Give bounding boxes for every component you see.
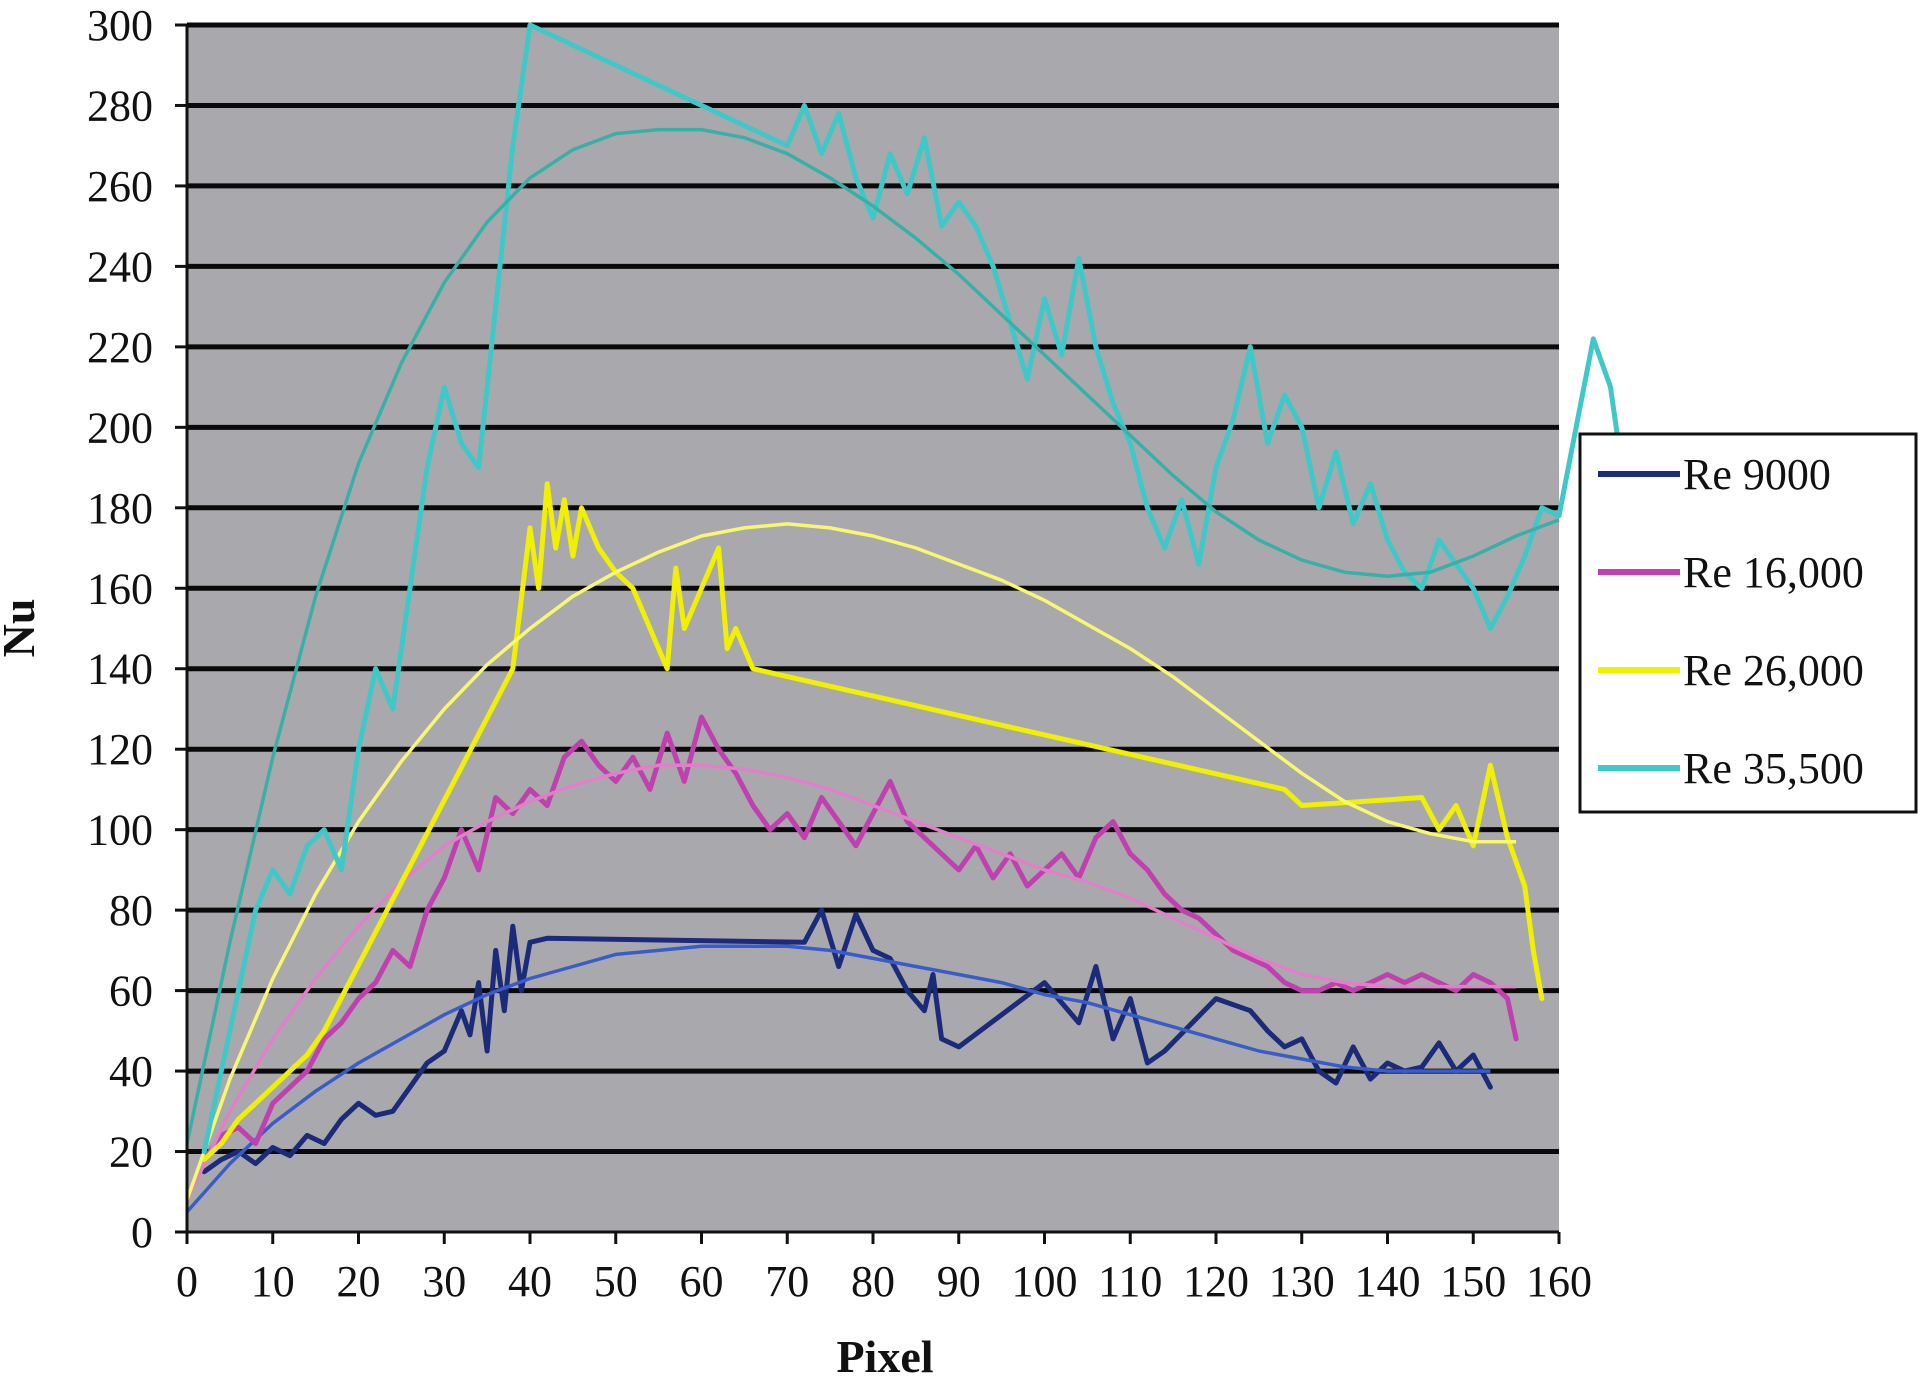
y-tick-label: 100 [87,806,153,855]
x-tick-label: 30 [422,1257,466,1306]
series-layer [185,22,1699,1214]
series-line-re-9000 [201,907,1493,1175]
series-re-26-000 [185,481,1545,1201]
legend-label: Re 9000 [1683,450,1831,499]
x-axis-title: Pixel [836,1331,933,1382]
legend: Re 9000 Re 16,000 Re 26,000 Re 35,500 [1578,432,1918,814]
x-tick-label: 60 [680,1257,724,1306]
y-tick-label: 200 [87,403,153,452]
y-tick-label: 260 [87,162,153,211]
y-tick-label: 80 [109,886,153,935]
x-tick-label: 20 [337,1257,381,1306]
y-tick-label: 240 [87,242,153,291]
legend-label: Re 16,000 [1683,548,1864,597]
x-tick-label: 110 [1098,1257,1162,1306]
x-tick-label: 10 [251,1257,295,1306]
series-line-re-26-000 [201,481,1545,1163]
y-axis-title: Nu [0,599,44,658]
y-tick-label: 40 [109,1047,153,1096]
gridlines [187,22,1559,1155]
legend-item-re-26-000: Re 26,000 [1598,646,1864,695]
y-tick-label: 0 [131,1208,153,1257]
y-tick-label: 140 [87,645,153,694]
y-tick-label: 300 [87,1,153,50]
x-tick-label: 160 [1526,1257,1592,1306]
trendline-re-9000 [185,944,1491,1214]
series-re-35-500 [185,22,1699,1154]
y-tick-label: 180 [87,484,153,533]
series-line-re-16-000 [201,714,1519,1163]
y-tick-label: 20 [109,1128,153,1177]
x-tick-label: 100 [1012,1257,1078,1306]
x-tick-label: 0 [176,1257,198,1306]
x-tick-label: 130 [1269,1257,1335,1306]
y-tick-label: 60 [109,967,153,1016]
x-tick-label: 70 [765,1257,809,1306]
y-tick-label: 280 [87,81,153,130]
y-tick-label: 220 [87,323,153,372]
y-tick-label: 120 [87,725,153,774]
series-re-16-000 [185,714,1519,1201]
x-tick-label: 120 [1183,1257,1249,1306]
trendline-re-35-500 [185,127,1560,1144]
x-tick-label: 140 [1355,1257,1421,1306]
legend-label: Re 26,000 [1683,646,1864,695]
legend-label: Re 35,500 [1683,744,1864,793]
legend-item-re-16-000: Re 16,000 [1598,548,1864,597]
legend-item-re-9000: Re 9000 [1598,450,1831,499]
x-tick-label: 50 [594,1257,638,1306]
y-axis-ticks: 0 20 40 60 80 100 120 140 160 180 200 220 240 260 280 3… [87,1,187,1257]
legend-item-re-35-500: Re 35,500 [1598,744,1864,793]
trendline-re-16-000 [185,763,1517,1201]
y-tick-label: 160 [87,564,153,613]
trendline-re-26-000 [185,522,1517,1201]
x-tick-label: 150 [1440,1257,1506,1306]
legend-box [1578,432,1918,814]
series-line-re-35-500 [201,22,1699,1154]
x-tick-label: 80 [851,1257,895,1306]
x-axis-ticks: 0 10 20 30 40 50 60 70 80 90 100 110 120 130 140 150 160 [176,1232,1592,1306]
x-tick-label: 40 [508,1257,552,1306]
series-re-9000 [185,907,1493,1214]
x-tick-label: 90 [937,1257,981,1306]
